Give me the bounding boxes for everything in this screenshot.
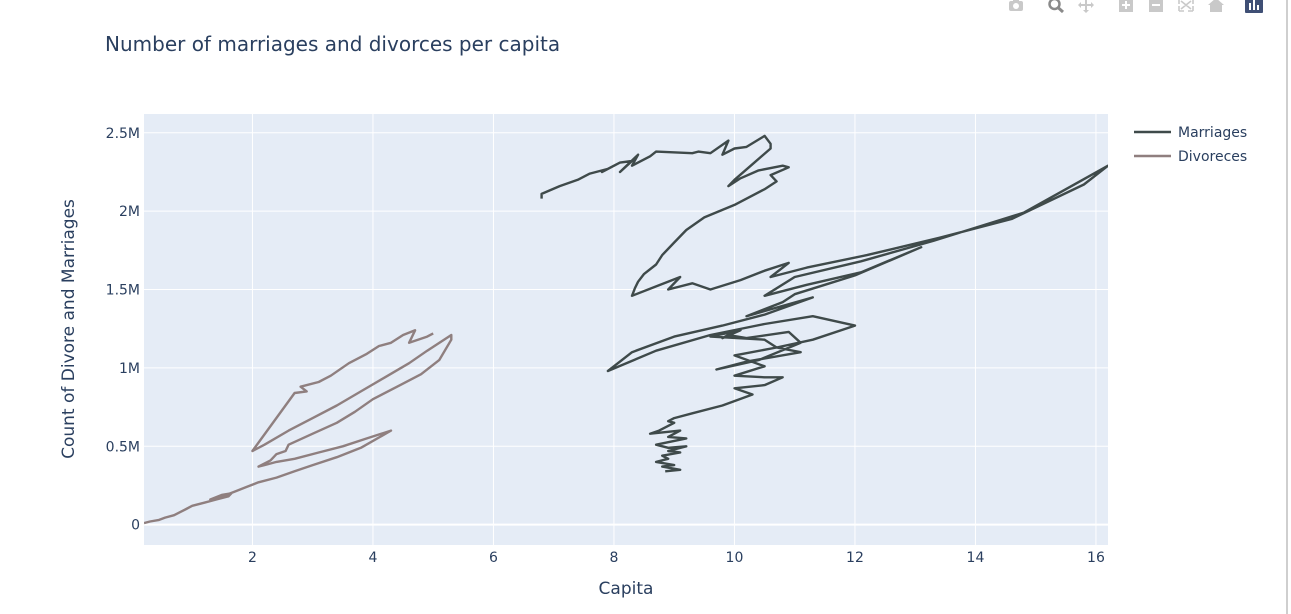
camera-icon[interactable] [1006,0,1026,14]
legend-item-divoreces[interactable]: Divoreces [1134,149,1247,165]
series-line-marriages[interactable] [540,134,1108,473]
x-tick-label: 16 [1087,550,1105,566]
x-axis-title: Capita [599,579,654,599]
window-edge [1286,0,1288,614]
y-tick-label: 1.5M [106,283,140,299]
x-tick-label: 12 [846,550,864,566]
zoom-out-icon[interactable] [1146,0,1166,14]
x-tick-label: 6 [489,550,498,566]
home-icon[interactable] [1206,0,1226,14]
y-tick-label: 1M [119,361,140,377]
y-axis-ticks: 0 0.5M 1M 1.5M 2M 2.5M [106,126,140,534]
series-line-divoreces[interactable] [144,329,453,525]
legend-label: Divoreces [1178,149,1247,165]
x-tick-label: 10 [726,550,744,566]
traces [144,134,1108,525]
y-tick-label: 2.5M [106,126,140,142]
y-tick-label: 0.5M [106,439,140,455]
legend-label: Marriages [1178,125,1247,141]
x-tick-label: 2 [248,550,257,566]
series-marriages [540,134,1108,473]
x-axis-ticks: 2 4 6 8 10 12 14 16 [248,550,1105,566]
plotly-logo-icon[interactable] [1244,0,1264,14]
zoom-icon[interactable] [1046,0,1066,14]
y-tick-label: 2M [119,204,140,220]
plot-area[interactable] [144,114,1108,545]
y-axis-title: Count of Divore and Marriages [59,199,79,459]
x-tick-label: 14 [967,550,985,566]
legend-item-marriages[interactable]: Marriages [1134,125,1247,141]
autoscale-icon[interactable] [1176,0,1196,14]
x-tick-label: 4 [368,550,377,566]
legend: Marriages Divoreces [1134,125,1247,165]
y-tick-label: 0 [131,518,140,534]
zoom-in-icon[interactable] [1116,0,1136,14]
chart-title: Number of marriages and divorces per cap… [105,32,560,56]
x-tick-label: 8 [609,550,618,566]
pan-icon[interactable] [1076,0,1096,14]
gridlines [144,114,1108,545]
series-divoreces [144,329,453,525]
